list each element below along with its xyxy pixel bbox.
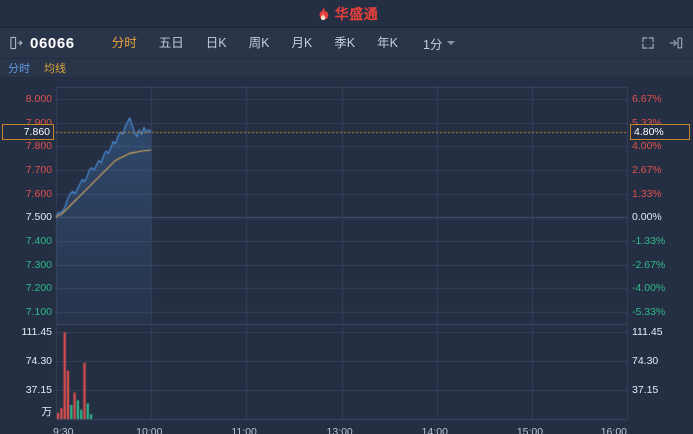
stock-badge-icon: [10, 36, 23, 50]
interval-label: 1分: [422, 37, 443, 52]
brand-name: 华盛通: [334, 5, 379, 22]
subtab-junxian[interactable]: 均线: [44, 63, 66, 75]
indicator-tabs: 分时 均线: [0, 59, 693, 78]
interval-selector[interactable]: 1分: [422, 34, 456, 53]
tab-fenshi[interactable]: 分时: [111, 35, 137, 50]
tab-riK[interactable]: 日K: [205, 35, 227, 50]
tab-wuri[interactable]: 五日: [158, 35, 184, 50]
chevron-down-icon: [447, 41, 456, 45]
last-change-badge: 4.80%: [630, 124, 690, 141]
subtab-fenshi[interactable]: 分时: [8, 63, 30, 75]
time-tick-9:30: 9:30: [53, 426, 74, 434]
time-tick-10:00: 10:00: [136, 426, 163, 434]
time-tick-16:00: 16:00: [600, 426, 627, 434]
price-volume-canvas[interactable]: [0, 78, 693, 434]
sidebar-toggle-icon[interactable]: [669, 36, 683, 50]
symbol-code[interactable]: 06066: [30, 34, 75, 52]
fullscreen-icon[interactable]: [641, 36, 655, 50]
time-tick-14:00: 14:00: [421, 426, 448, 434]
symbol-group: 06066: [10, 35, 75, 52]
chart-toolbar: 06066 分时 五日 日K 周K 月K 季K 年K 1分: [0, 28, 693, 59]
brand: 华盛通: [315, 6, 379, 21]
flame-icon: [319, 6, 328, 21]
time-tick-15:00: 15:00: [516, 426, 544, 434]
tab-nianK[interactable]: 年K: [377, 35, 398, 50]
tab-yueK[interactable]: 月K: [291, 35, 313, 50]
last-price-badge: 7.860: [2, 124, 54, 141]
chart-area[interactable]: 8.000 6.67% 7.900 5.33% 7.800 4.00% 7.700 2.67%…: [0, 78, 693, 434]
tab-zhouK[interactable]: 周K: [248, 35, 270, 50]
time-tick-11:00: 11:00: [231, 426, 257, 434]
tab-jiK[interactable]: 季K: [334, 35, 356, 50]
brand-bar: 华盛通: [0, 0, 693, 28]
toolbar-actions: [641, 36, 683, 50]
period-tabs: 分时 五日 日K 周K 月K 季K 年K: [101, 28, 409, 59]
time-tick-13:00: 13:00: [326, 426, 353, 434]
